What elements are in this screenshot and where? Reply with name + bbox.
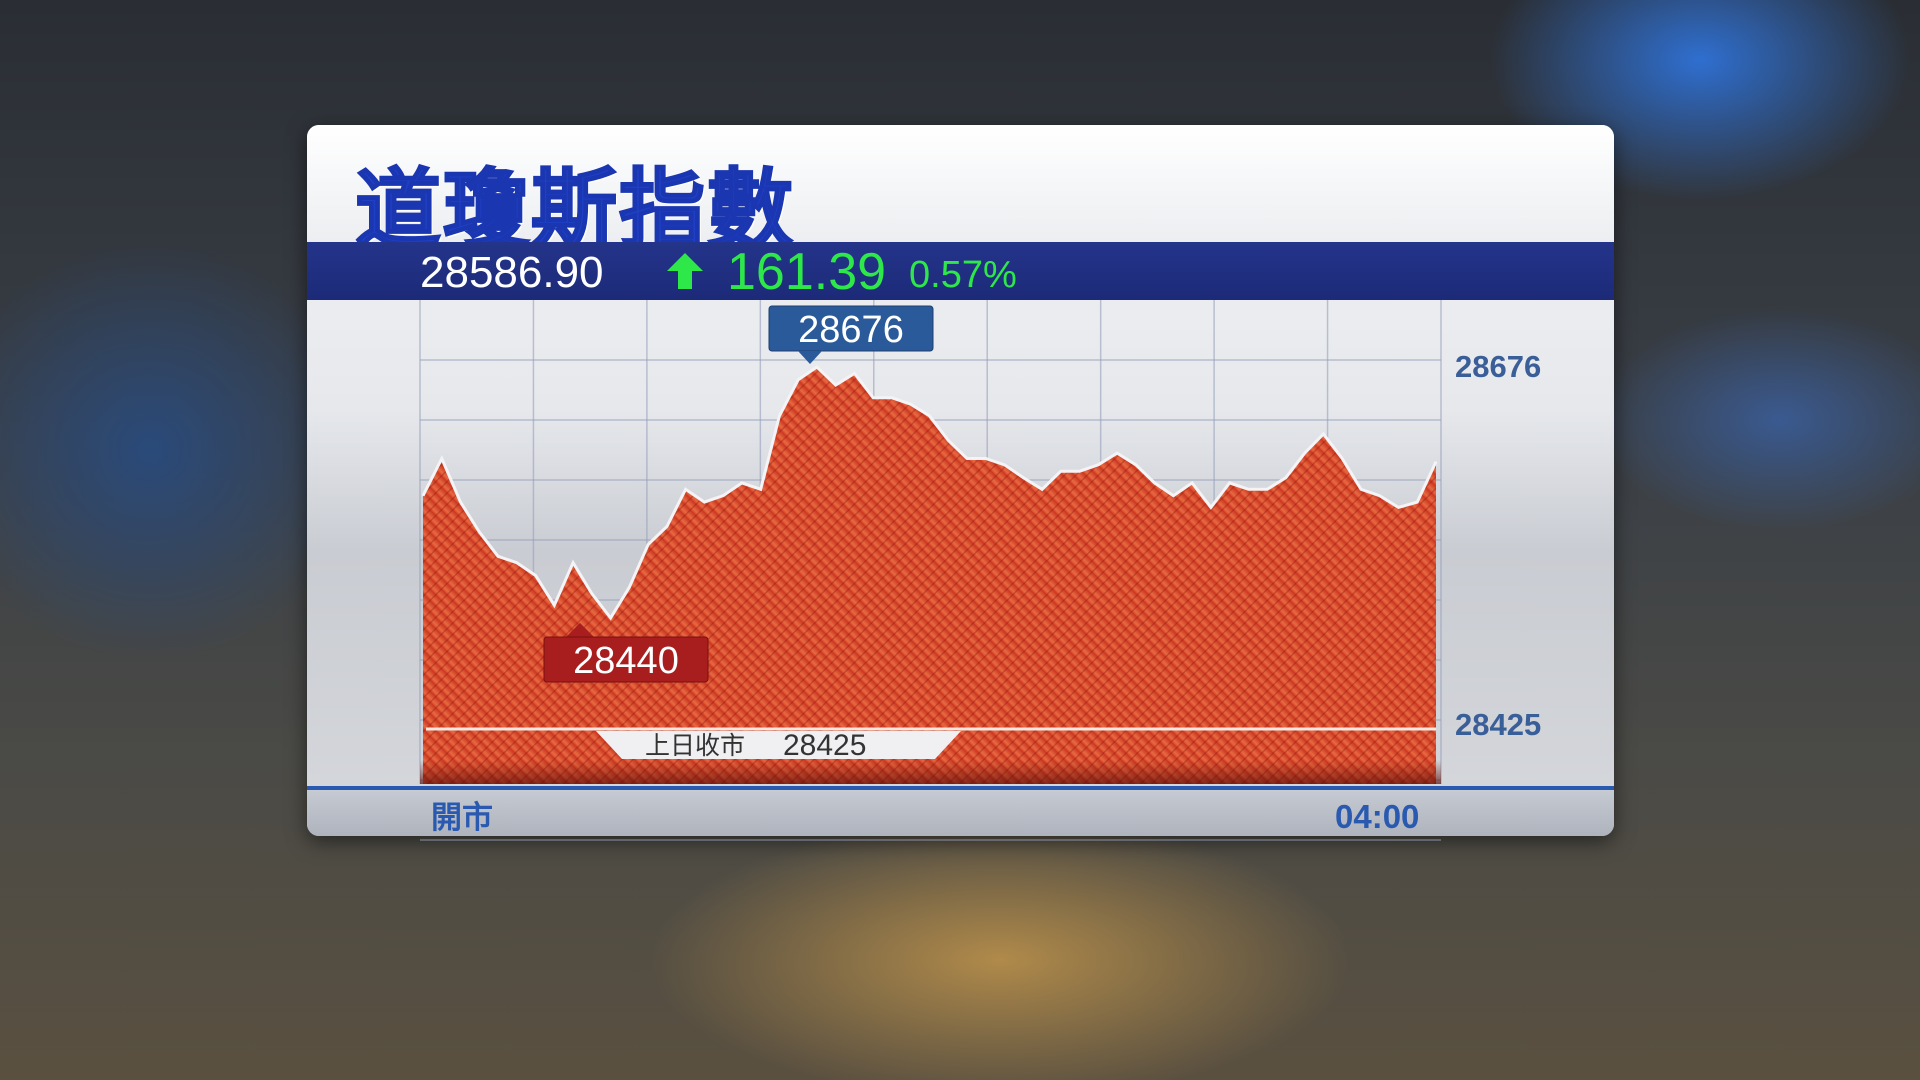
data-point	[797, 379, 799, 381]
data-point	[985, 457, 987, 459]
data-point	[703, 501, 705, 503]
last-price: 28586.90	[420, 248, 604, 297]
data-point	[872, 397, 874, 399]
y-tick-label-prev-close: 28425	[1455, 707, 1541, 742]
data-point	[1435, 461, 1437, 463]
data-point	[1416, 501, 1418, 503]
data-point	[1022, 477, 1024, 479]
low-value: 28440	[573, 640, 679, 682]
data-point	[778, 415, 780, 417]
data-point	[816, 366, 818, 368]
data-point	[478, 531, 480, 533]
data-point	[1154, 482, 1156, 484]
data-point	[1135, 464, 1137, 466]
data-point	[1172, 495, 1174, 497]
data-point	[553, 604, 555, 606]
price-change-percent: 0.57%	[909, 254, 1017, 296]
prev-close-value: 28425	[783, 729, 866, 762]
y-tick-label-high: 28676	[1455, 349, 1541, 384]
data-point	[1079, 470, 1081, 472]
data-point	[910, 403, 912, 405]
data-point	[1191, 482, 1193, 484]
data-point	[1266, 488, 1268, 490]
data-point	[591, 593, 593, 595]
data-point	[760, 488, 762, 490]
data-point	[1210, 506, 1212, 508]
low-label: 28440	[543, 623, 709, 683]
prev-close-caption: 上日收市	[645, 732, 745, 760]
data-point	[535, 574, 537, 576]
data-point	[1397, 506, 1399, 508]
data-point	[1097, 464, 1099, 466]
data-point	[853, 372, 855, 374]
data-point	[966, 457, 968, 459]
data-point	[929, 415, 930, 417]
high-value: 28676	[798, 309, 904, 351]
price-change: 161.39	[727, 243, 887, 301]
data-point	[666, 526, 668, 528]
data-point	[1285, 477, 1287, 479]
data-point	[647, 544, 649, 546]
data-point	[610, 617, 612, 619]
x-label-end: 04:00	[1335, 798, 1419, 835]
data-point	[497, 555, 499, 557]
data-point	[1004, 464, 1006, 466]
data-point	[891, 397, 893, 399]
data-point	[1341, 457, 1343, 459]
data-point	[1041, 488, 1043, 490]
quote-bar: 28586.90 161.39 0.57%	[307, 242, 1614, 301]
series-area	[423, 367, 1436, 784]
data-point	[835, 384, 837, 386]
data-point	[516, 562, 518, 564]
data-point	[460, 501, 462, 503]
data-point	[1379, 495, 1381, 497]
data-point	[1116, 452, 1118, 454]
title-band: 道瓊斯指數	[307, 125, 1614, 261]
data-point	[722, 495, 724, 497]
data-point	[947, 439, 949, 441]
time-axis-bar	[307, 786, 1614, 836]
high-label: 28676	[768, 305, 934, 364]
x-label-open: 開市	[431, 800, 493, 835]
data-point	[422, 495, 424, 497]
data-point	[628, 586, 630, 588]
data-point	[685, 488, 687, 490]
data-point	[741, 482, 743, 484]
data-point	[1304, 452, 1306, 454]
data-point	[1360, 488, 1362, 490]
prev-close-label: 上日收市 28425	[596, 729, 961, 762]
plot-bottom-shade	[420, 760, 1441, 784]
data-point	[572, 562, 574, 564]
data-point	[441, 457, 443, 459]
arrow-up-icon	[667, 253, 703, 289]
data-point	[1229, 482, 1231, 484]
data-point	[1060, 470, 1062, 472]
data-point	[1322, 433, 1324, 435]
data-point	[1247, 488, 1249, 490]
